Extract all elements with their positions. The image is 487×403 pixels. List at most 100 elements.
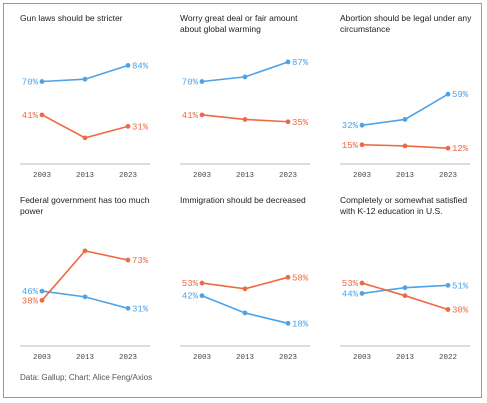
- data-point: [242, 117, 248, 122]
- data-point: [285, 119, 291, 125]
- data-point: [242, 310, 248, 316]
- start-value-label: 70%: [182, 78, 199, 88]
- data-point: [82, 135, 88, 141]
- end-value-label: 31%: [132, 122, 149, 132]
- end-value-label: 35%: [292, 118, 309, 128]
- data-point: [402, 143, 408, 149]
- source-note: Data: Gallup; Chart: Alice Feng/Axios: [20, 373, 153, 382]
- data-point: [359, 291, 365, 296]
- data-point: [125, 123, 131, 129]
- panel-title: Immigration should be decreased: [180, 195, 306, 205]
- data-point: [199, 293, 205, 299]
- data-point: [402, 293, 408, 299]
- end-value-label: 84%: [132, 61, 149, 71]
- data-point: [285, 274, 291, 280]
- data-point: [39, 288, 45, 294]
- series-line: [41, 114, 129, 139]
- panel-title: Abortion should be legal under any circum…: [340, 13, 472, 34]
- data-point: [359, 122, 365, 128]
- x-tick-label: 2003: [353, 354, 372, 362]
- series-line: [41, 290, 129, 310]
- panel-title-line: about global warming: [180, 24, 261, 34]
- panel-title: Completely or somewhat satisfied with K-1…: [339, 195, 467, 216]
- panel-title: Worry great deal or fair amount about glo…: [180, 13, 298, 34]
- data-point: [445, 145, 451, 151]
- data-point: [242, 74, 248, 80]
- data-point: [242, 286, 248, 292]
- panel-title: Gun laws should be stricter: [20, 13, 123, 23]
- start-value-label: 46%: [22, 287, 39, 297]
- x-tick-label: 2013: [76, 172, 95, 180]
- x-tick-label: 2013: [236, 172, 255, 180]
- end-value-label: 87%: [292, 58, 309, 68]
- data-point: [199, 112, 205, 118]
- start-value-label: 42%: [182, 292, 199, 302]
- panel-title-line: Worry great deal or fair amount: [180, 13, 298, 23]
- figure-frame: [3, 3, 482, 398]
- start-value-label: 53%: [342, 279, 359, 289]
- data-point: [445, 91, 451, 97]
- data-point: [199, 280, 205, 286]
- data-point: [445, 282, 451, 288]
- x-tick-label: 2003: [353, 172, 372, 180]
- data-point: [39, 112, 45, 118]
- x-tick-label: 2013: [396, 172, 415, 180]
- data-point: [39, 297, 45, 303]
- start-value-label: 38%: [22, 296, 39, 306]
- end-value-label: 59%: [452, 90, 469, 100]
- x-tick-label: 2003: [33, 354, 52, 362]
- end-value-label: 30%: [452, 306, 469, 316]
- end-value-label: 51%: [452, 281, 469, 291]
- data-point: [82, 76, 88, 82]
- end-value-label: 73%: [132, 256, 149, 266]
- series-line: [201, 294, 289, 325]
- end-value-label: 18%: [292, 319, 309, 329]
- panel-title-line: Completely or somewhat satisfied: [340, 195, 467, 205]
- panel-title: Federal government has too much power: [20, 195, 150, 216]
- x-tick-label: 2022: [439, 354, 457, 362]
- data-point: [125, 257, 131, 263]
- data-point: [359, 142, 365, 148]
- data-point: [359, 280, 365, 286]
- panel-title-line: with K-12 education in U.S.: [339, 206, 443, 216]
- start-value-label: 32%: [342, 121, 359, 131]
- x-tick-label: 2003: [33, 172, 52, 180]
- x-tick-label: 2023: [119, 172, 138, 180]
- data-point: [82, 248, 88, 254]
- panel-title-line: circumstance: [340, 24, 390, 34]
- end-value-label: 58%: [292, 273, 309, 283]
- data-point: [82, 294, 88, 300]
- x-tick-label: 2003: [193, 172, 212, 180]
- x-tick-label: 2023: [439, 172, 458, 180]
- x-tick-label: 2013: [76, 354, 95, 362]
- data-point: [199, 79, 205, 84]
- end-value-label: 12%: [452, 144, 469, 154]
- data-point: [402, 285, 408, 291]
- data-point: [285, 320, 291, 326]
- x-tick-label: 2023: [119, 354, 138, 362]
- x-tick-label: 2013: [236, 354, 255, 362]
- data-point: [285, 59, 291, 65]
- panel-title-line: power: [20, 206, 43, 216]
- end-value-label: 31%: [132, 304, 149, 314]
- data-point: [125, 63, 131, 68]
- data-point: [402, 117, 408, 122]
- start-value-label: 70%: [22, 78, 39, 88]
- panel-title-line: Immigration should be decreased: [180, 195, 306, 205]
- data-point: [125, 305, 131, 311]
- start-value-label: 41%: [182, 111, 199, 121]
- x-tick-label: 2013: [396, 354, 415, 362]
- x-tick-label: 2023: [279, 354, 298, 362]
- start-value-label: 41%: [22, 111, 39, 121]
- start-value-label: 15%: [342, 141, 359, 151]
- start-value-label: 44%: [342, 289, 359, 299]
- data-point: [445, 307, 451, 312]
- x-tick-label: 2003: [193, 354, 212, 362]
- start-value-label: 53%: [182, 279, 199, 289]
- x-tick-label: 2023: [279, 172, 298, 180]
- panel-title-line: Federal government has too much: [20, 195, 150, 205]
- panel-title-line: Gun laws should be stricter: [20, 13, 123, 23]
- data-point: [39, 79, 45, 84]
- panel-title-line: Abortion should be legal under any: [340, 13, 472, 23]
